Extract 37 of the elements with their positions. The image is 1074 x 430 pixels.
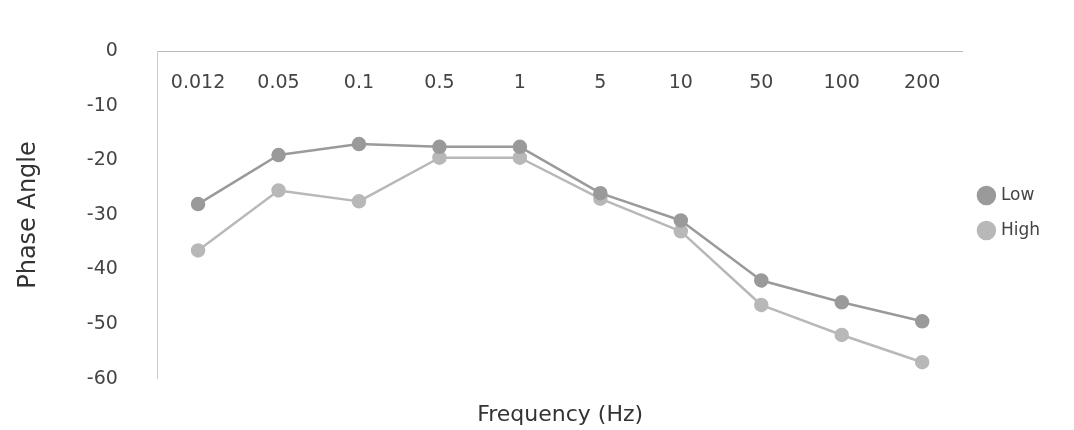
point <box>190 243 206 258</box>
point <box>512 139 528 155</box>
y-tick-label: -60 <box>86 365 118 388</box>
y-tick-label: -10 <box>86 92 118 115</box>
y-tick-label: 0 <box>105 38 118 61</box>
x-tick-label: 200 <box>904 69 941 92</box>
x-tick-label: 0.012 <box>170 69 226 92</box>
point <box>432 139 447 155</box>
point <box>754 297 769 313</box>
x-tick-label: 0.05 <box>257 69 300 92</box>
point <box>914 314 930 329</box>
y-tick-label: -40 <box>86 256 118 279</box>
point <box>754 273 769 288</box>
x-tick-label: 5 <box>594 69 607 92</box>
point <box>271 147 286 163</box>
point <box>673 213 689 228</box>
point <box>593 185 608 201</box>
legend-label: Low <box>1000 183 1035 204</box>
point <box>190 196 206 212</box>
x-tick-label: 0.5 <box>424 69 455 92</box>
x-tick-label: 1 <box>513 69 526 92</box>
x-tick-label: 0.1 <box>343 69 375 92</box>
y-axis-title: Phase Angle <box>12 141 41 289</box>
legend-label: High <box>1000 218 1041 239</box>
point <box>834 327 849 343</box>
y-tick-label: -20 <box>86 147 118 170</box>
x-tick-label: 10 <box>668 69 693 92</box>
point <box>914 354 930 370</box>
y-tick-label: -50 <box>86 311 118 333</box>
point <box>834 295 849 310</box>
x-tick-label: 50 <box>749 69 774 92</box>
point <box>351 136 367 152</box>
point <box>351 194 367 209</box>
y-tick-label: -30 <box>86 201 118 224</box>
point <box>271 183 286 198</box>
x-tick-label: 100 <box>823 69 860 92</box>
x-axis-title: Frequency (Hz) <box>477 400 644 426</box>
